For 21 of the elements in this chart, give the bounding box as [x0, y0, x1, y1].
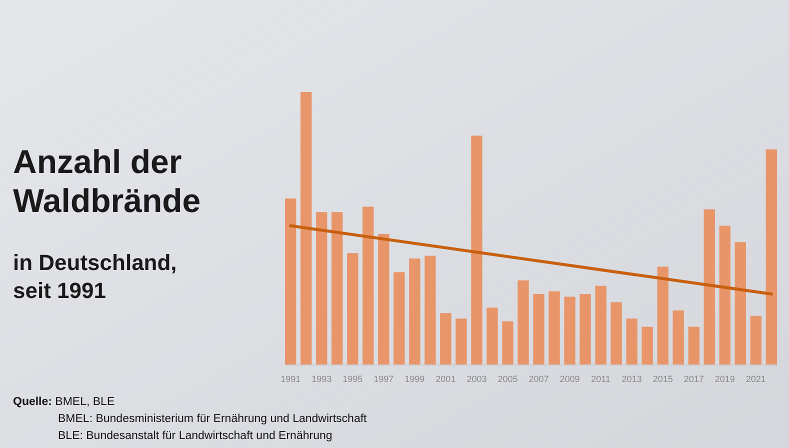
x-tick-label: 2003: [466, 374, 487, 384]
x-tick-label: 2011: [591, 374, 610, 384]
x-tick-label: 2021: [746, 374, 766, 384]
x-tick-label: 2007: [528, 374, 549, 384]
x-tick-label: 2015: [652, 374, 673, 384]
x-tick-label: 1995: [342, 374, 363, 384]
text: BMEL: Bundesministerium für Ernährung und Landwirtschaft: [58, 413, 368, 425]
text: BLE: Bundesanstalt für Landwirtschaft und Ernährung: [58, 430, 332, 442]
text: in Deutschland, seit 1991: [13, 250, 177, 303]
x-tick-label: 2019: [714, 374, 735, 384]
x-tick-label: 1991: [280, 374, 301, 384]
x-tick-label: 1999: [404, 374, 425, 384]
x-tick-label: 1997: [374, 374, 394, 384]
x-tick-label: 2005: [498, 374, 518, 384]
x-tick-label: 2017: [684, 374, 704, 384]
x-tick-label: 1993: [312, 374, 332, 384]
text: Anzahl der Waldbrände: [13, 143, 201, 219]
x-tick-label: 2013: [622, 374, 642, 384]
x-tick-label: 2001: [436, 374, 456, 384]
source-note: Quelle: BMEL, BLE: [13, 396, 115, 408]
x-tick-label: 2009: [560, 374, 580, 384]
